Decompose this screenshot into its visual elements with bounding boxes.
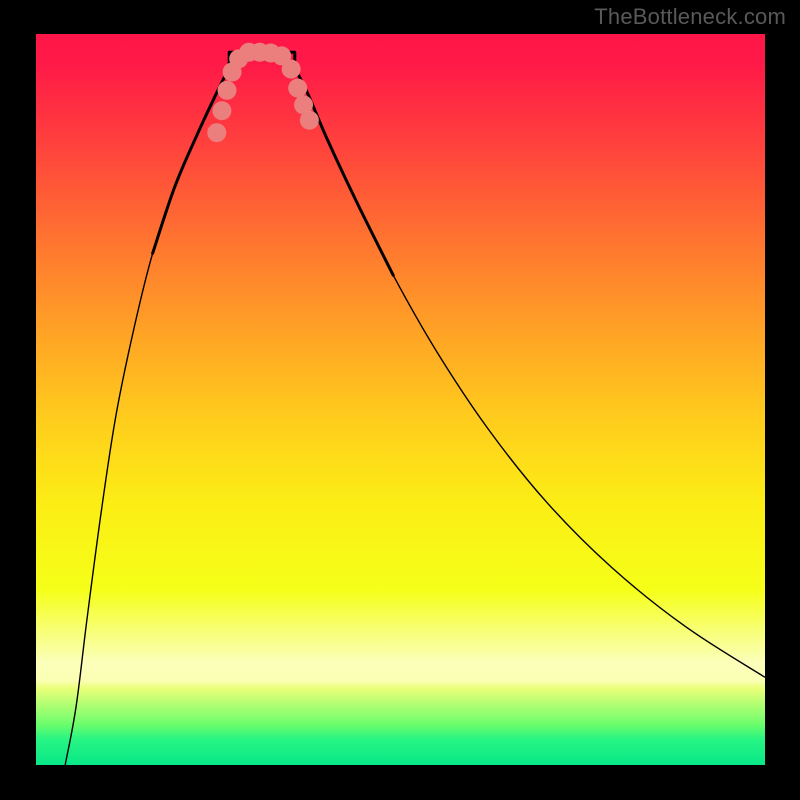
data-marker: [288, 79, 307, 98]
data-marker: [282, 60, 301, 79]
data-marker: [218, 81, 237, 100]
curve-segment: [153, 68, 230, 253]
curve-segment: [295, 68, 765, 677]
watermark-text: TheBottleneck.com: [594, 4, 786, 30]
curve-group: [65, 52, 765, 765]
markers-group: [207, 43, 319, 142]
curve-segment: [65, 68, 229, 765]
data-marker: [212, 101, 231, 120]
data-marker: [207, 123, 226, 142]
chart-svg-layer: [36, 34, 765, 765]
chart-plot-area: [36, 34, 765, 765]
data-marker: [300, 111, 319, 130]
